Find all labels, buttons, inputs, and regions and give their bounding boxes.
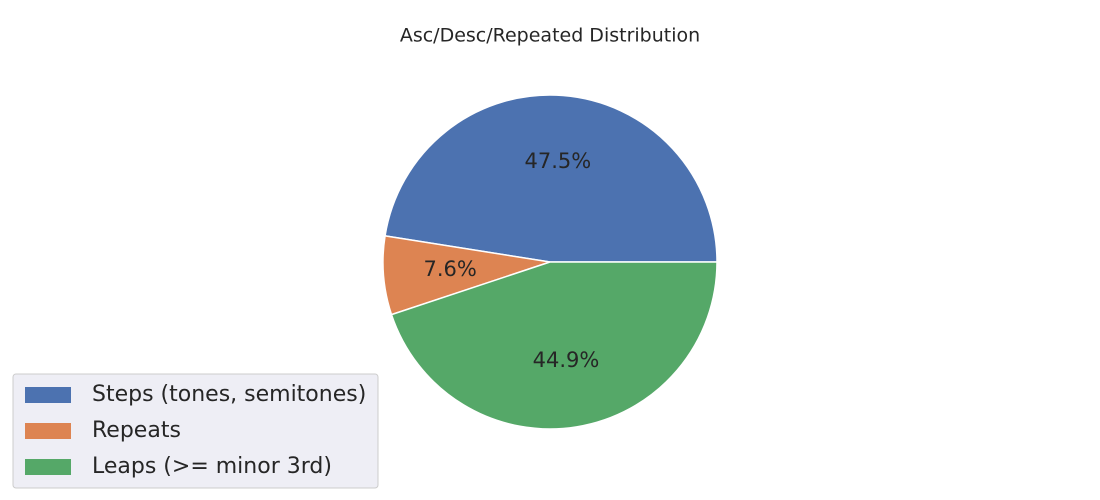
legend-label: Steps (tones, semitones) <box>92 382 366 407</box>
legend-swatch <box>25 459 71 475</box>
value-label: 7.6% <box>423 257 476 281</box>
pie-slice <box>390 261 718 430</box>
pie-slice <box>384 94 718 263</box>
legend-label: Repeats <box>92 418 181 443</box>
value-label: 44.9% <box>533 348 600 372</box>
legend-swatch <box>25 423 71 439</box>
legend-box <box>12 373 379 489</box>
value-label: 47.5% <box>525 149 592 173</box>
legend-label: Leaps (>= minor 3rd) <box>92 454 332 479</box>
legend-swatch <box>25 387 71 403</box>
chart-title: Asc/Desc/Repeated Distribution <box>400 25 700 47</box>
